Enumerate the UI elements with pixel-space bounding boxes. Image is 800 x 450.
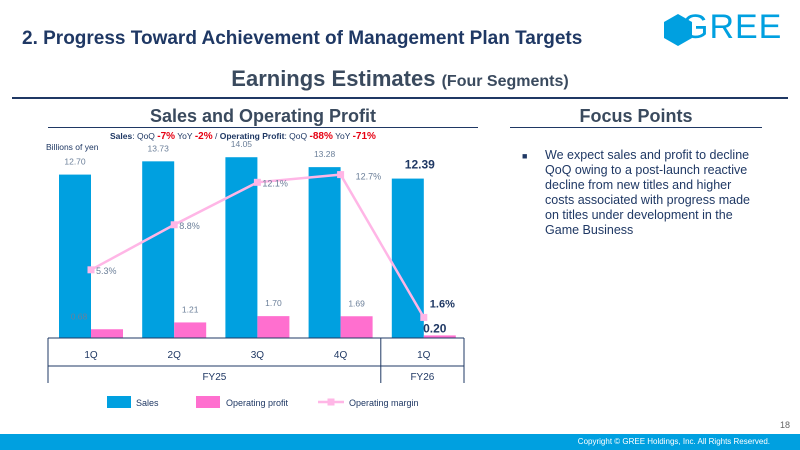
summary-op-qoq-label: QoQ xyxy=(289,131,308,141)
operating-profit-bar xyxy=(423,335,456,338)
operating-profit-data-label: 0.20 xyxy=(423,321,447,335)
section-title: Earnings Estimates (Four Segments) xyxy=(0,66,800,92)
change-summary: Sales: QoQ -7% YoY -2% / Operating Profi… xyxy=(110,131,376,142)
gree-logo xyxy=(664,14,692,46)
summary-separator: / xyxy=(214,131,218,141)
operating-margin-point xyxy=(253,178,261,186)
operating-margin-data-label: 8.8% xyxy=(179,221,200,231)
sales-bar xyxy=(225,157,258,338)
title-divider xyxy=(12,97,788,99)
operating-margin-data-label: 12.1% xyxy=(262,178,288,188)
section-title-sub: (Four Segments) xyxy=(441,73,569,90)
focus-heading-rule xyxy=(510,127,762,128)
summary-sales-qoq: -7% xyxy=(157,131,176,142)
operating-margin-data-label: 5.3% xyxy=(96,266,117,276)
sales-bar xyxy=(142,161,175,338)
operating-margin-point xyxy=(170,221,178,229)
logo-hexagon-icon xyxy=(664,14,692,46)
chart-heading: Sales and Operating Profit xyxy=(149,106,377,126)
square-bullet-icon: ■ xyxy=(522,151,528,161)
group-label: FY25 xyxy=(202,372,226,383)
operating-margin-point xyxy=(420,313,428,321)
legend-operating-profit-swatch xyxy=(196,396,220,408)
operating-margin-point xyxy=(87,266,95,274)
copyright: Copyright © GREE Holdings, Inc. All Righ… xyxy=(577,437,770,446)
focus-heading: Focus Points xyxy=(579,106,693,126)
x-tick-label: 3Q xyxy=(251,350,265,361)
operating-margin-point xyxy=(337,171,345,179)
section-title-main: Earnings Estimates xyxy=(231,66,436,91)
operating-profit-bar xyxy=(340,316,373,338)
summary-yoy-label: YoY xyxy=(177,131,193,141)
page-number: 18 xyxy=(779,420,790,430)
x-tick-label: 2Q xyxy=(168,350,182,361)
operating-profit-data-label: 1.69 xyxy=(348,298,365,308)
summary-op-yoy-label: YoY xyxy=(335,131,351,141)
slide-title: 2. Progress Toward Achievement of Manage… xyxy=(22,28,583,49)
footer-bar xyxy=(0,434,800,450)
summary-op-label: Operating Profit xyxy=(219,131,285,141)
operating-margin-data-label: 12.7% xyxy=(356,172,382,182)
legend-operating-margin-marker xyxy=(327,398,335,406)
legend-operating-profit-label: Operating profit xyxy=(226,398,289,408)
operating-profit-data-label: 1.70 xyxy=(265,298,282,308)
sales-data-label: 12.70 xyxy=(64,157,86,167)
sales-data-label: 13.28 xyxy=(314,149,336,159)
sales-data-label: 13.73 xyxy=(148,143,170,153)
chart-heading-rule xyxy=(48,127,478,128)
sales-data-label: 14.05 xyxy=(231,139,253,149)
operating-profit-bar xyxy=(257,316,290,338)
summary-op-yoy: -71% xyxy=(352,131,376,142)
logo-text: GREE xyxy=(682,8,783,46)
summary-sales-label: Sales xyxy=(110,131,133,141)
operating-margin-data-label: 1.6% xyxy=(430,298,455,310)
focus-point-item: ■ We expect sales and profit to decline Q… xyxy=(522,148,762,238)
focus-points-list: ■ We expect sales and profit to decline Q… xyxy=(522,148,762,238)
x-tick-label: 4Q xyxy=(334,350,348,361)
summary-op-qoq: -88% xyxy=(309,131,333,142)
x-tick-label: 1Q xyxy=(417,350,431,361)
sales-data-label: 12.39 xyxy=(405,158,435,172)
chart-unit-label: Billions of yen xyxy=(46,142,99,152)
operating-profit-data-label: 1.21 xyxy=(182,304,199,314)
legend-operating-margin-label: Operating margin xyxy=(349,398,419,408)
summary-qoq-label: QoQ xyxy=(136,131,155,141)
sales-bar xyxy=(59,174,91,338)
summary-sales-yoy: -2% xyxy=(194,131,213,142)
focus-point-text: We expect sales and profit to decline Qo… xyxy=(545,148,751,237)
operating-profit-bar xyxy=(174,322,207,338)
legend-sales-label: Sales xyxy=(136,398,159,408)
operating-profit-data-label: 0.68 xyxy=(71,311,88,321)
sales-bar xyxy=(391,178,424,338)
operating-profit-bar xyxy=(91,329,123,338)
sales-bar xyxy=(308,167,341,338)
legend-sales-swatch xyxy=(107,396,131,408)
group-label: FY26 xyxy=(410,372,434,383)
x-tick-label: 1Q xyxy=(84,350,98,361)
